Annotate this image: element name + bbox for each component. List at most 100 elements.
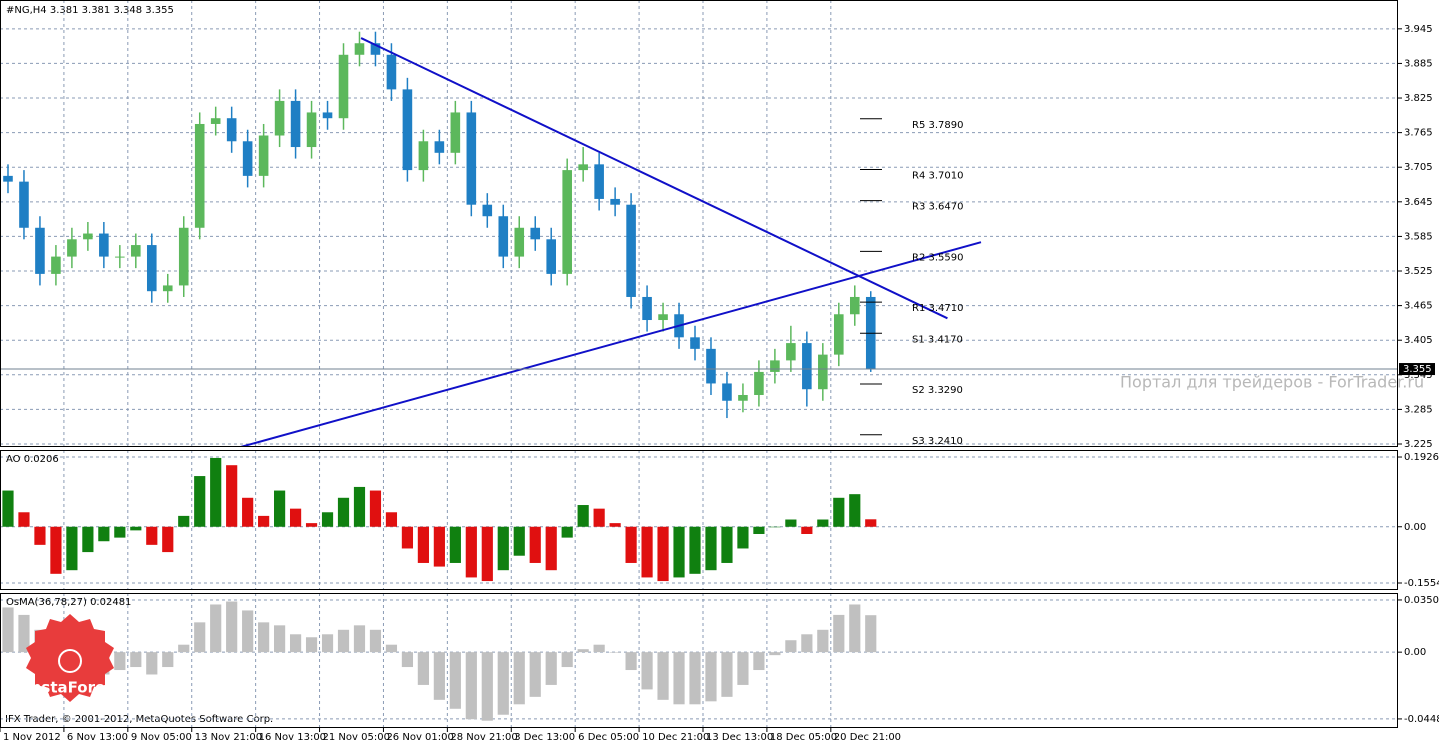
histogram-bar: [849, 494, 861, 527]
candle-body: [242, 141, 253, 176]
histogram-bar: [274, 625, 286, 653]
candle-body: [849, 296, 860, 315]
histogram-bar: [529, 526, 541, 563]
histogram-bar: [449, 652, 461, 709]
histogram-bar: [258, 515, 270, 527]
x-tick-label: 6 Dec 05:00: [578, 732, 639, 743]
histogram-bar: [258, 622, 270, 653]
pivot-name: R2: [912, 252, 925, 263]
histogram-bar: [465, 526, 477, 578]
candle-body: [466, 112, 477, 205]
x-tick-label: 20 Dec 21:00: [834, 732, 901, 743]
pivot-value: 3.2410: [928, 436, 963, 447]
pivot-label: R2 3.5590: [912, 252, 964, 263]
copyright: IFX Trader, © 2001-2012, MetaQuotes Soft…: [5, 714, 273, 725]
histogram-bar: [689, 652, 701, 705]
x-tick-label: 21 Nov 05:00: [323, 732, 390, 743]
candle-body: [338, 54, 349, 119]
header: #NG,H4 3.381 3.381 3.348 3.355: [6, 5, 174, 16]
histogram-bar: [545, 652, 557, 685]
candle-body: [738, 394, 748, 401]
histogram-bar: [481, 526, 493, 582]
histogram-bar: [561, 526, 573, 538]
y-tick-label: 3.585: [1404, 231, 1433, 242]
candle-body: [786, 343, 796, 361]
candle-body: [642, 296, 652, 321]
x-tick-label: 10 Dec 21:00: [642, 732, 709, 743]
pivot-value: 3.6470: [929, 202, 964, 213]
histogram-bar: [609, 523, 621, 527]
pane: [0, 450, 1398, 590]
histogram-bar: [657, 526, 669, 582]
histogram-bar: [417, 526, 429, 563]
histogram-bar: [369, 629, 382, 653]
candle-body: [83, 233, 93, 240]
pivot-value: 3.7890: [929, 120, 964, 131]
pivot-name: S1: [912, 334, 925, 345]
x-tick-label: 13 Dec 13:00: [706, 732, 773, 743]
histogram-bar: [609, 652, 621, 653]
candle-body: [626, 204, 636, 297]
pivot-value: 3.5590: [929, 252, 964, 263]
histogram-bar: [2, 607, 14, 653]
histogram-bar: [18, 614, 30, 653]
y-tick-label: -0.1554: [1404, 578, 1439, 589]
pane-title: AO 0.0206: [6, 454, 59, 465]
candle-body: [802, 343, 812, 390]
histogram-bar: [337, 497, 350, 527]
candle-body: [594, 164, 604, 199]
histogram-bar: [194, 622, 206, 653]
candle-body: [19, 181, 29, 228]
candle-body: [290, 100, 301, 148]
histogram-bar: [705, 526, 717, 571]
pivot-value: 3.7010: [929, 171, 964, 182]
x-tick-label: 26 Nov 01:00: [386, 732, 453, 743]
y-tick-label: 0.00: [1404, 522, 1426, 533]
histogram-bar: [82, 526, 94, 553]
x-tick-label: 6 Nov 13:00: [67, 732, 128, 743]
x-tick-label: 1 Nov 2012: [3, 732, 61, 743]
histogram-bar: [785, 519, 797, 527]
candle-body: [546, 239, 557, 274]
histogram-bar: [817, 519, 829, 527]
candle-body: [354, 43, 365, 55]
histogram-bar: [289, 634, 302, 653]
candle-body: [178, 227, 189, 286]
pivot-value: 3.3290: [928, 385, 963, 396]
y-tick-label: 3.705: [1404, 162, 1433, 173]
histogram-bar: [385, 644, 398, 653]
candle-body: [610, 198, 620, 205]
candle-body: [306, 112, 317, 148]
candle-body: [3, 175, 13, 182]
histogram-bar: [433, 652, 445, 700]
histogram-bar: [481, 652, 493, 721]
histogram-bar: [561, 652, 573, 668]
histogram-bar: [385, 512, 398, 527]
histogram-bar: [785, 640, 797, 653]
histogram-bar: [210, 457, 222, 527]
histogram-bar: [226, 465, 238, 527]
histogram-bar: [130, 652, 142, 668]
candle-body: [818, 354, 828, 390]
candle-body: [322, 112, 333, 119]
histogram-bar: [497, 652, 509, 715]
pivot-name: S2: [912, 385, 925, 396]
logo: InstaForex: [25, 614, 115, 702]
histogram-bar: [849, 604, 861, 653]
histogram-bar: [146, 652, 158, 675]
histogram-bar: [353, 625, 366, 653]
histogram-bar: [657, 652, 669, 700]
histogram-bar: [305, 523, 318, 527]
histogram-bar: [721, 526, 733, 563]
histogram-bar: [433, 526, 445, 567]
candle-body: [658, 314, 668, 321]
candle-body: [450, 112, 461, 153]
histogram-bar: [689, 526, 701, 574]
histogram-bar: [753, 652, 765, 671]
histogram-bar: [545, 526, 557, 571]
histogram-bar: [98, 526, 110, 542]
histogram-bar: [801, 634, 813, 653]
candle-body: [131, 245, 141, 257]
histogram-bar: [769, 526, 781, 528]
